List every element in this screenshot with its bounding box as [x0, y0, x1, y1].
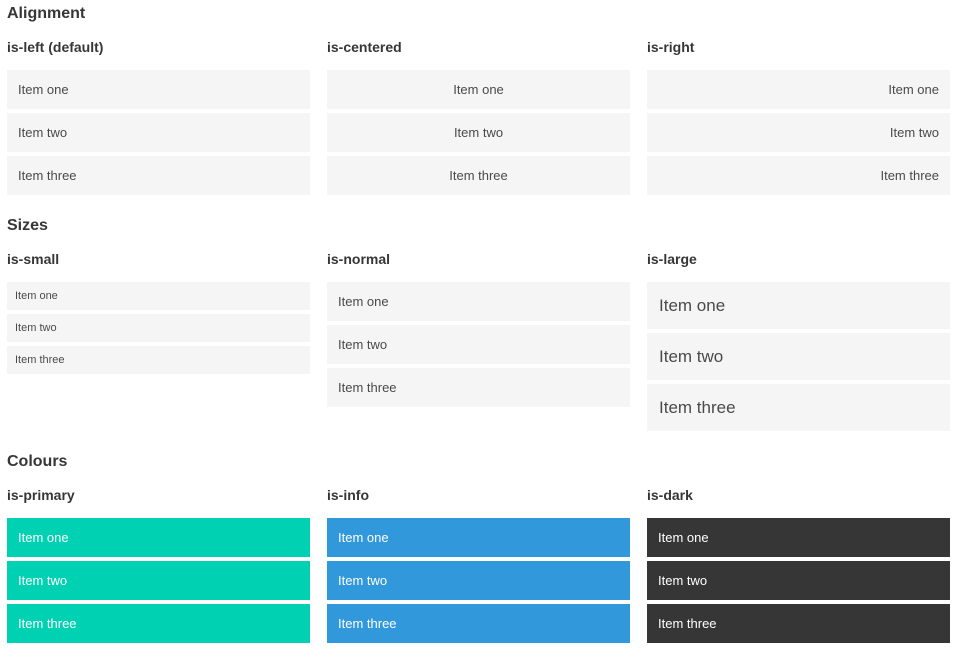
list-item: Item one	[7, 282, 310, 310]
item-list: Item one Item two Item three	[647, 70, 950, 195]
colours-row: is-primary Item one Item two Item three …	[7, 487, 950, 643]
item-list: Item one Item two Item three	[7, 70, 310, 195]
column-is-left: is-left (default) Item one Item two Item…	[7, 39, 310, 195]
list-item: Item one	[7, 70, 310, 109]
column-title: is-small	[7, 251, 60, 267]
list-item: Item two	[647, 561, 950, 600]
alignment-row: is-left (default) Item one Item two Item…	[7, 39, 950, 195]
item-list: Item one Item two Item three	[647, 518, 950, 643]
list-item: Item two	[327, 561, 630, 600]
sizes-row: is-small Item one Item two Item three is…	[7, 251, 950, 431]
list-item: Item three	[327, 368, 630, 407]
list-item: Item three	[647, 156, 950, 195]
column-is-centered: is-centered Item one Item two Item three	[327, 39, 630, 195]
item-list: Item one Item two Item three	[327, 70, 630, 195]
list-item: Item three	[7, 346, 310, 374]
list-item: Item two	[7, 314, 310, 342]
item-list: Item one Item two Item three	[327, 282, 630, 407]
list-item: Item one	[327, 70, 630, 109]
column-is-small: is-small Item one Item two Item three	[7, 251, 310, 431]
column-title: is-left (default)	[7, 39, 104, 55]
list-item: Item two	[327, 113, 630, 152]
list-item: Item three	[327, 604, 630, 643]
column-title: is-large	[647, 251, 697, 267]
item-list: Item one Item two Item three	[7, 518, 310, 643]
list-item: Item one	[647, 518, 950, 557]
item-list: Item one Item two Item three	[647, 282, 950, 431]
section-alignment: Alignment is-left (default) Item one Ite…	[7, 4, 950, 195]
column-title: is-normal	[327, 251, 391, 267]
column-title: is-centered	[327, 39, 402, 55]
column-is-normal: is-normal Item one Item two Item three	[327, 251, 630, 431]
list-item: Item three	[327, 156, 630, 195]
section-title: Alignment	[7, 5, 86, 22]
list-item: Item one	[327, 282, 630, 321]
column-title: is-right	[647, 39, 695, 55]
list-item: Item two	[7, 561, 310, 600]
item-list: Item one Item two Item three	[7, 282, 310, 374]
list-item: Item one	[7, 518, 310, 557]
column-is-primary: is-primary Item one Item two Item three	[7, 487, 310, 643]
section-colours: Colours is-primary Item one Item two Ite…	[7, 452, 950, 643]
list-item: Item one	[647, 70, 950, 109]
list-item: Item three	[647, 384, 950, 431]
column-is-large: is-large Item one Item two Item three	[647, 251, 950, 431]
section-sizes: Sizes is-small Item one Item two Item th…	[7, 216, 950, 431]
list-item: Item one	[647, 282, 950, 329]
section-title: Sizes	[7, 217, 48, 234]
list-item: Item three	[647, 604, 950, 643]
column-title: is-dark	[647, 487, 693, 503]
list-item: Item two	[7, 113, 310, 152]
column-is-info: is-info Item one Item two Item three	[327, 487, 630, 643]
list-item: Item two	[647, 113, 950, 152]
list-item: Item two	[327, 325, 630, 364]
list-item: Item three	[7, 156, 310, 195]
column-title: is-info	[327, 487, 369, 503]
list-item: Item one	[327, 518, 630, 557]
list-item: Item two	[647, 333, 950, 380]
column-is-dark: is-dark Item one Item two Item three	[647, 487, 950, 643]
list-item: Item three	[7, 604, 310, 643]
item-list: Item one Item two Item three	[327, 518, 630, 643]
column-title: is-primary	[7, 487, 75, 503]
column-is-right: is-right Item one Item two Item three	[647, 39, 950, 195]
section-title: Colours	[7, 453, 68, 470]
